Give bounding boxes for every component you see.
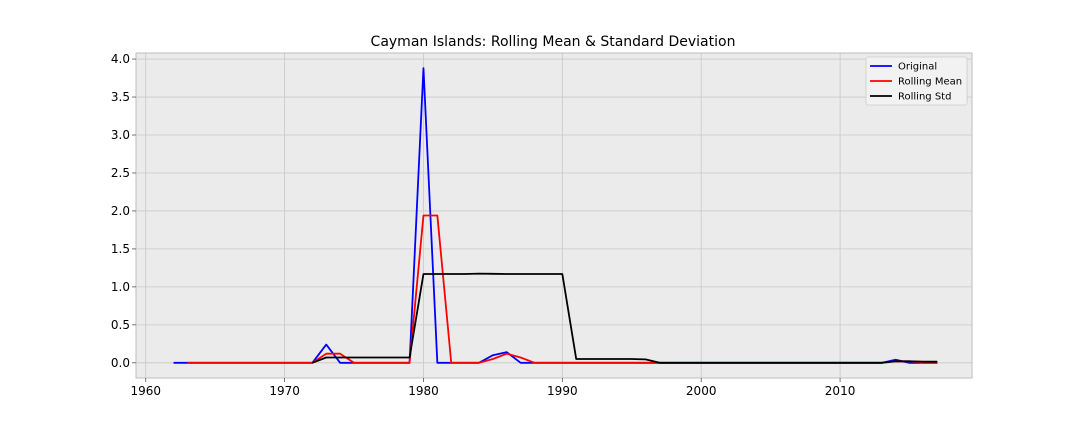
x-tick-label: 1970 bbox=[269, 384, 300, 398]
legend-box bbox=[865, 56, 968, 106]
grid-lines bbox=[136, 53, 972, 378]
x-tick-label: 1980 bbox=[408, 384, 439, 398]
y-tick-label: 1.5 bbox=[111, 242, 130, 256]
y-tick-label: 0.0 bbox=[111, 356, 130, 370]
legend-label: Original bbox=[898, 62, 937, 73]
series-line-rolling-std bbox=[312, 272, 938, 364]
axis-ticks: 1960 1970 1980 1990 2000 2010 0.0 0.5 1.0 1.5 2.0 2… bbox=[111, 52, 855, 398]
y-tick-label: 2.0 bbox=[111, 204, 130, 218]
legend: Original Rolling Mean Rolling Std bbox=[865, 56, 968, 106]
y-tick-label: 3.5 bbox=[111, 90, 130, 104]
y-tick-label: 0.5 bbox=[111, 318, 130, 332]
y-tick-label: 4.0 bbox=[111, 52, 130, 66]
x-tick-label: 1960 bbox=[130, 384, 161, 398]
series-lines bbox=[173, 67, 938, 364]
plot-area bbox=[135, 52, 973, 379]
x-tick-label: 1990 bbox=[547, 384, 578, 398]
chart-title: Cayman Islands: Rolling Mean & Standard … bbox=[371, 34, 736, 50]
legend-label: Rolling Std bbox=[898, 92, 951, 103]
y-tick-label: 1.0 bbox=[111, 280, 130, 294]
x-tick-label: 2010 bbox=[825, 384, 856, 398]
x-tick-label: 2000 bbox=[686, 384, 717, 398]
legend-label: Rolling Mean bbox=[898, 77, 962, 88]
y-tick-label: 2.5 bbox=[111, 166, 130, 180]
y-tick-label: 3.0 bbox=[111, 128, 130, 142]
